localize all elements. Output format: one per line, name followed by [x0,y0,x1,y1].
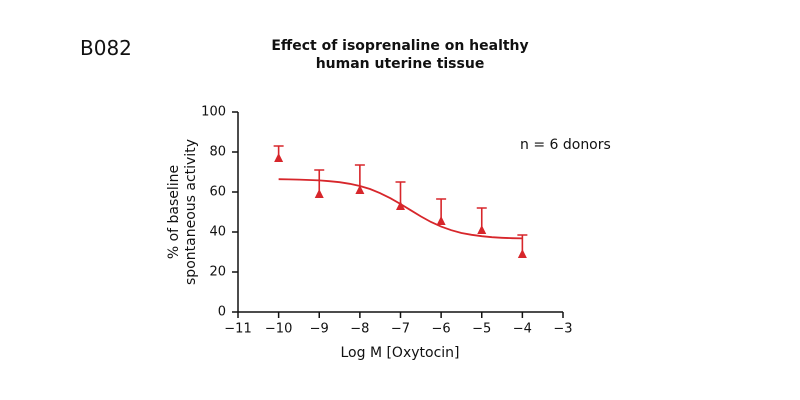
x-tick-label: −6 [432,322,451,337]
data-point [355,185,365,194]
data-point [314,189,324,198]
figure-label: B082 [80,36,132,60]
x-tick-label: −8 [350,322,369,337]
annotation: n = 6 donors [520,137,611,153]
data-point [477,225,487,234]
x-tick-label: −4 [513,322,532,337]
x-tick-label: −10 [265,322,292,337]
x-tick-label: −9 [310,322,329,337]
y-tick-label: 20 [209,265,226,280]
x-tick-label: −7 [391,322,410,337]
y-tick-label: 80 [209,145,226,160]
x-axis-label: Log M [Oxytocin] [340,345,460,361]
x-tick-label: −3 [553,322,572,337]
data-point [396,201,405,210]
data-point [274,153,284,162]
x-tick-label: −5 [472,322,491,337]
y-tick-label: 100 [201,105,226,120]
data-point [436,216,446,225]
x-tick-label: −11 [224,322,251,337]
y-tick-label: 60 [209,185,226,200]
data-point [517,249,527,258]
chart-title: Effect of isoprenaline on healthy human … [271,38,529,72]
y-tick-label: 40 [209,225,226,240]
y-tick-label: 0 [218,305,226,320]
